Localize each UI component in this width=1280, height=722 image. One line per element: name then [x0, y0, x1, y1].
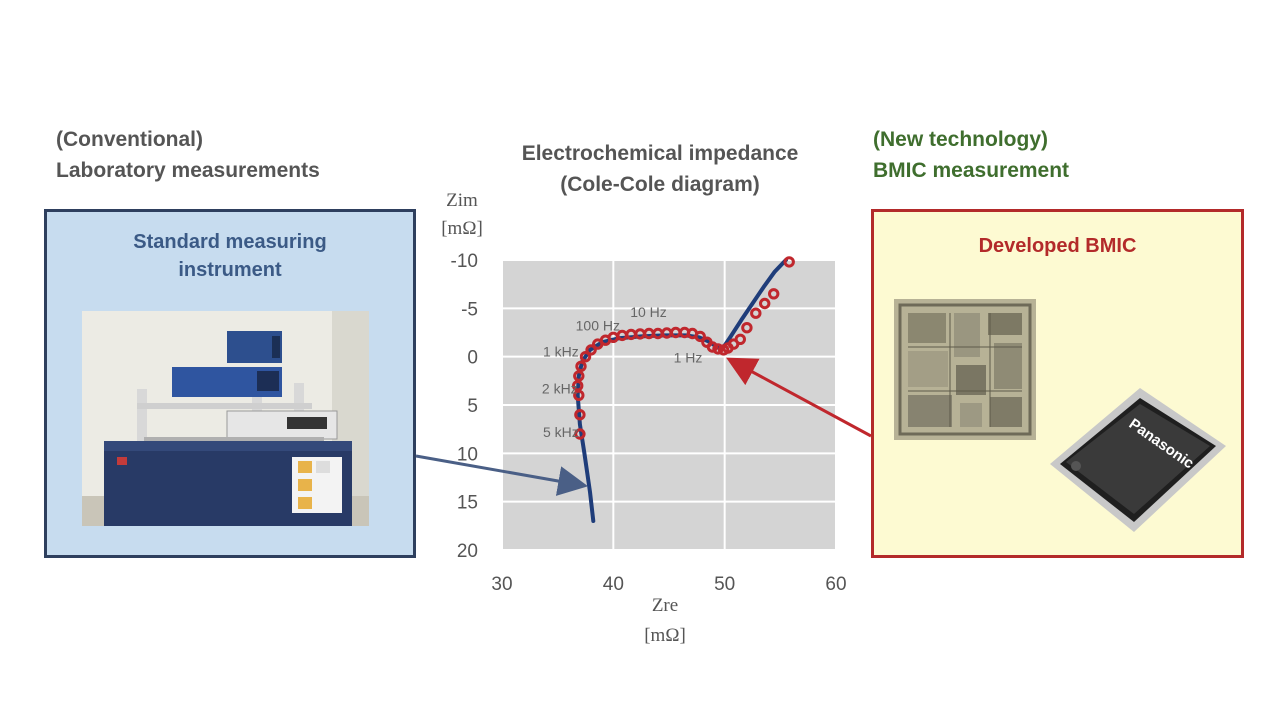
- y-tick-label: 0: [467, 348, 478, 369]
- data-point: [694, 330, 706, 343]
- x-axis-ticks: 30 40 50 60: [491, 574, 846, 595]
- series-points: [572, 256, 795, 440]
- bmic-package-image: Panasonic: [1050, 388, 1226, 532]
- data-point: [585, 344, 597, 356]
- data-point: [759, 297, 771, 310]
- new-technology-heading-line1: (New technology): [873, 128, 1049, 151]
- data-point: [741, 322, 753, 334]
- y-axis-title-line1: Zim: [446, 190, 478, 211]
- y-tick-label: 10: [457, 444, 478, 465]
- chart-heading-line1: Electrochemical impedance: [521, 142, 799, 165]
- data-point: [712, 343, 724, 355]
- conventional-heading-line1: (Conventional): [56, 128, 203, 151]
- data-point: [768, 288, 780, 300]
- data-point: [750, 307, 762, 319]
- frequency-annotations: 10 Hz 100 Hz 1 kHz 2 kHz 5 kHz 1 Hz: [542, 304, 702, 440]
- y-tick-label: 5: [467, 396, 478, 417]
- data-point: [574, 409, 586, 421]
- x-tick-label: 40: [603, 574, 624, 595]
- instrument-to-chart-arrow: [415, 454, 589, 496]
- measuring-instrument-image: [82, 311, 369, 526]
- data-point: [579, 351, 592, 363]
- data-point: [575, 360, 587, 372]
- conventional-heading: (Conventional) Laboratory measurements: [56, 124, 320, 186]
- frequency-label: 1 Hz: [674, 350, 703, 366]
- data-point: [734, 333, 746, 345]
- data-point: [573, 370, 585, 382]
- conventional-heading-line2: Laboratory measurements: [56, 159, 320, 182]
- data-point: [574, 428, 586, 440]
- new-technology-heading-line2: BMIC measurement: [873, 159, 1070, 182]
- y-axis-ticks: -10 -5 0 5 10 15 20: [451, 251, 478, 562]
- x-tick-label: 50: [714, 574, 735, 595]
- frequency-label: 100 Hz: [576, 318, 620, 334]
- developed-bmic-title: Developed BMIC: [978, 235, 1137, 257]
- frequency-label: 5 kHz: [543, 424, 579, 440]
- standard-instrument-title-line1: Standard measuring: [133, 231, 327, 253]
- bmic-die-image: [894, 299, 1036, 440]
- x-axis-title-line1: Zre: [652, 595, 678, 616]
- y-tick-label: 15: [457, 493, 478, 514]
- developed-bmic-panel: Developed BMIC Panasonic: [871, 209, 1244, 558]
- y-axis-title-line2: [mΩ]: [441, 218, 483, 239]
- x-tick-label: 30: [491, 574, 512, 595]
- new-technology-heading: (New technology) BMIC measurement: [873, 124, 1069, 186]
- y-tick-label: 20: [457, 541, 478, 562]
- data-point: [783, 256, 795, 268]
- x-axis-title-line2: [mΩ]: [644, 625, 686, 646]
- chart-heading: Electrochemical impedance (Cole-Cole dia…: [470, 138, 850, 200]
- y-tick-label: -10: [451, 251, 478, 272]
- chart-heading-line2: (Cole-Cole diagram): [560, 173, 760, 196]
- data-point: [706, 341, 719, 353]
- standard-instrument-title-line2: instrument: [178, 259, 282, 281]
- frequency-label: 1 kHz: [543, 344, 579, 360]
- frequency-label: 10 Hz: [630, 304, 667, 320]
- standard-instrument-panel: Standard measuring instrument: [44, 209, 416, 558]
- y-tick-label: -5: [461, 299, 478, 320]
- frequency-label: 2 kHz: [542, 380, 578, 396]
- chart-grid: [501, 259, 837, 551]
- x-tick-label: 60: [825, 574, 846, 595]
- bmic-to-chart-arrow: [726, 357, 872, 438]
- standard-instrument-title: Standard measuring instrument: [47, 228, 413, 284]
